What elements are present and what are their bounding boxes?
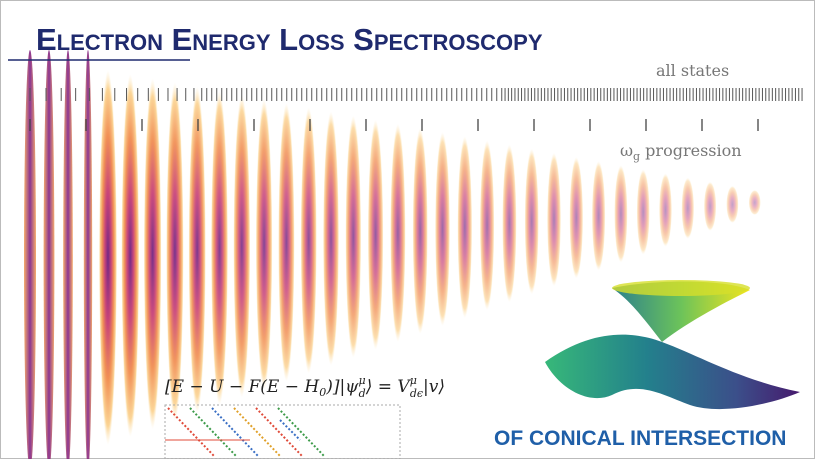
spectral-band (256, 99, 273, 390)
spectral-band (323, 111, 339, 365)
spectral-band (189, 87, 206, 414)
title: Electron Energy Loss Spectroscopy (36, 22, 543, 57)
spectral-band (144, 78, 162, 429)
spectral-band (480, 140, 494, 310)
spectral-stripe (84, 50, 92, 459)
spectral-band (525, 149, 539, 295)
spectral-band (301, 107, 317, 373)
spectral-band (592, 161, 605, 270)
all-states-label: all states (656, 61, 729, 80)
spectral-stripe (44, 50, 55, 459)
spectral-band (457, 136, 472, 318)
spectral-band (502, 144, 516, 302)
spectral-band (233, 95, 250, 398)
spectral-band (211, 91, 228, 406)
spectral-band (166, 82, 183, 421)
spectral-band (547, 153, 561, 287)
spectral-band (749, 190, 761, 215)
spectral-band (704, 182, 716, 231)
slide: Electron Energy Loss Spectroscopy all st… (0, 0, 815, 459)
spectral-band (390, 124, 405, 342)
spectral-band (569, 157, 583, 279)
spectral-band (637, 169, 650, 254)
subtitle: OF CONICAL INTERSECTION (494, 427, 786, 450)
spectral-stripe (24, 50, 36, 459)
spectral-band (121, 74, 139, 437)
spectral-band (614, 165, 627, 262)
spectral-band (659, 173, 672, 246)
spectral-band (413, 128, 428, 334)
cone-rim (612, 280, 750, 296)
spectral-band (726, 186, 738, 223)
spectral-band (278, 103, 294, 381)
spectral-band (368, 120, 384, 350)
spectral-band (435, 132, 450, 326)
spectral-band (99, 70, 117, 445)
spectral-stripe (63, 50, 73, 459)
spectral-band (681, 178, 694, 239)
spectral-band (345, 116, 361, 358)
